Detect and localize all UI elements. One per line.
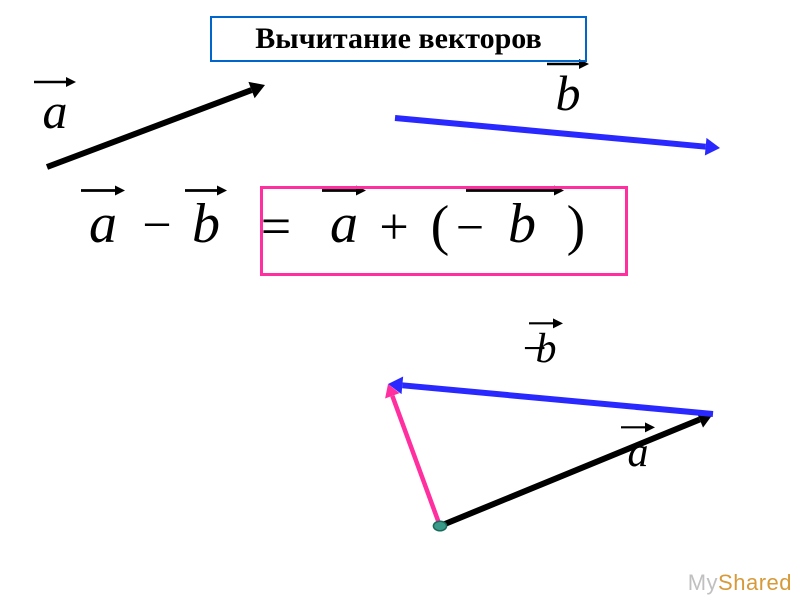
title-box: Вычитание векторов — [210, 16, 587, 62]
vector-label-a_bottom: a — [628, 430, 649, 476]
vector-label-b_top: b — [556, 65, 581, 121]
watermark: MyShared — [688, 570, 792, 596]
vector-label-lhs_a: a — [89, 193, 117, 255]
vector-label-neg_b: b — [536, 326, 557, 372]
watermark-part-b: Shared — [718, 570, 792, 595]
watermark-part-a: My — [688, 570, 718, 595]
symbol-minus: − — [142, 197, 171, 254]
formula-highlight-box — [260, 186, 628, 276]
diagram-canvas: aba−b=a+(−b)−ba — [0, 0, 800, 600]
vector-label-lhs_b: b — [192, 193, 220, 255]
page-title: Вычитание векторов — [255, 22, 541, 55]
vector-label-a_top: a — [43, 83, 68, 139]
